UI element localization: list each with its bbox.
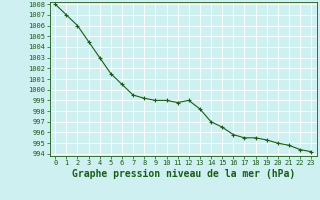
X-axis label: Graphe pression niveau de la mer (hPa): Graphe pression niveau de la mer (hPa) bbox=[72, 169, 295, 179]
